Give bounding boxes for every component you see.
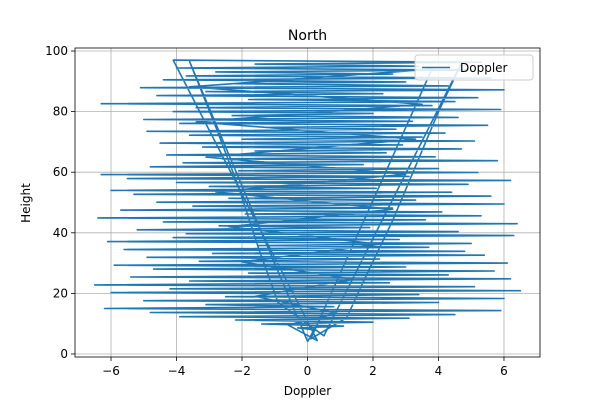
series-line-doppler	[93, 59, 522, 343]
y-tick-label: 80	[53, 105, 68, 119]
x-tick-label: 6	[500, 364, 508, 378]
legend-box	[414, 54, 534, 81]
y-axis-ticks: 0 20 40 60 80 100	[45, 44, 75, 361]
y-tick-label: 0	[60, 347, 68, 361]
x-tick-label: −2	[233, 364, 251, 378]
y-tick-label: 20	[53, 286, 68, 300]
x-axis-label: Doppler	[284, 384, 332, 398]
x-tick-label: 0	[304, 364, 312, 378]
series-layer	[93, 59, 522, 343]
x-tick-label: −4	[168, 364, 186, 378]
y-tick-label: 40	[53, 226, 68, 240]
legend: Doppler	[414, 54, 534, 81]
y-tick-label: 100	[45, 44, 68, 58]
x-tick-label: 2	[369, 364, 377, 378]
chart-title: North	[288, 28, 327, 44]
y-tick-label: 60	[53, 165, 68, 179]
legend-label: Doppler	[460, 61, 508, 75]
x-axis-ticks: −6 −4 −2 0 2 4 6	[102, 357, 508, 378]
x-tick-label: 4	[435, 364, 443, 378]
y-axis-label: Height	[19, 183, 33, 223]
x-tick-label: −6	[102, 364, 120, 378]
